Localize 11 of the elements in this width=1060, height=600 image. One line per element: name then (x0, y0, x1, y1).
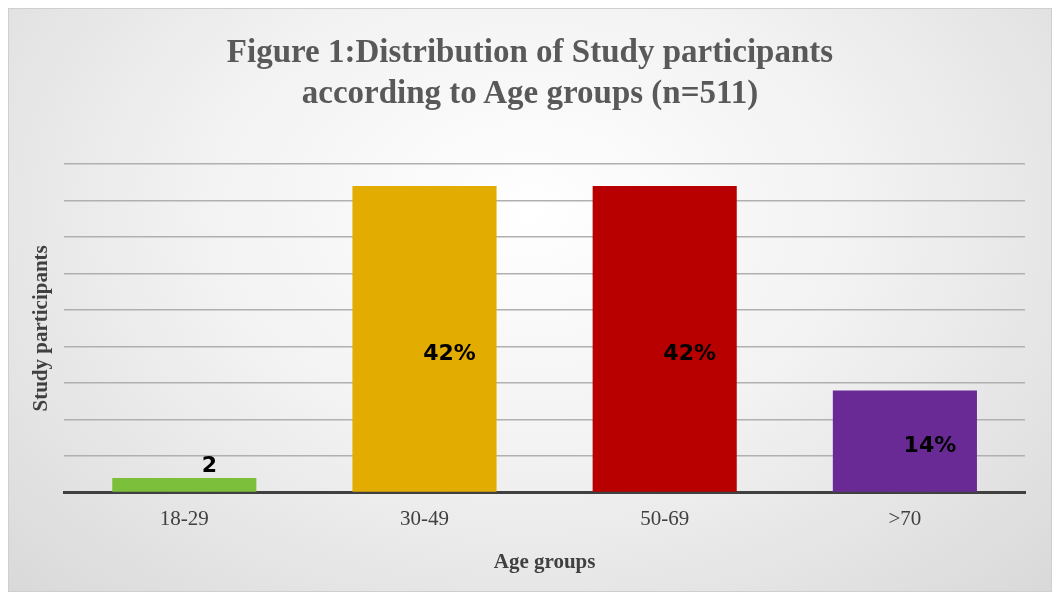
data-label: 2 (201, 451, 217, 477)
x-tick-label: >70 (888, 505, 922, 530)
x-tick-label: 30-49 (400, 505, 449, 530)
y-axis-title: Study participants (28, 244, 53, 412)
data-label: 42% (423, 339, 476, 365)
data-label: 14% (903, 431, 957, 457)
x-tick-label: 50-69 (640, 505, 690, 530)
x-axis-title: Age groups (493, 548, 596, 573)
data-label: 42% (663, 339, 717, 365)
chart-title: Figure 1:Distribution of Study participants according to Age groups (n=511) (225, 32, 835, 113)
x-tick-label: 18-29 (159, 505, 209, 530)
